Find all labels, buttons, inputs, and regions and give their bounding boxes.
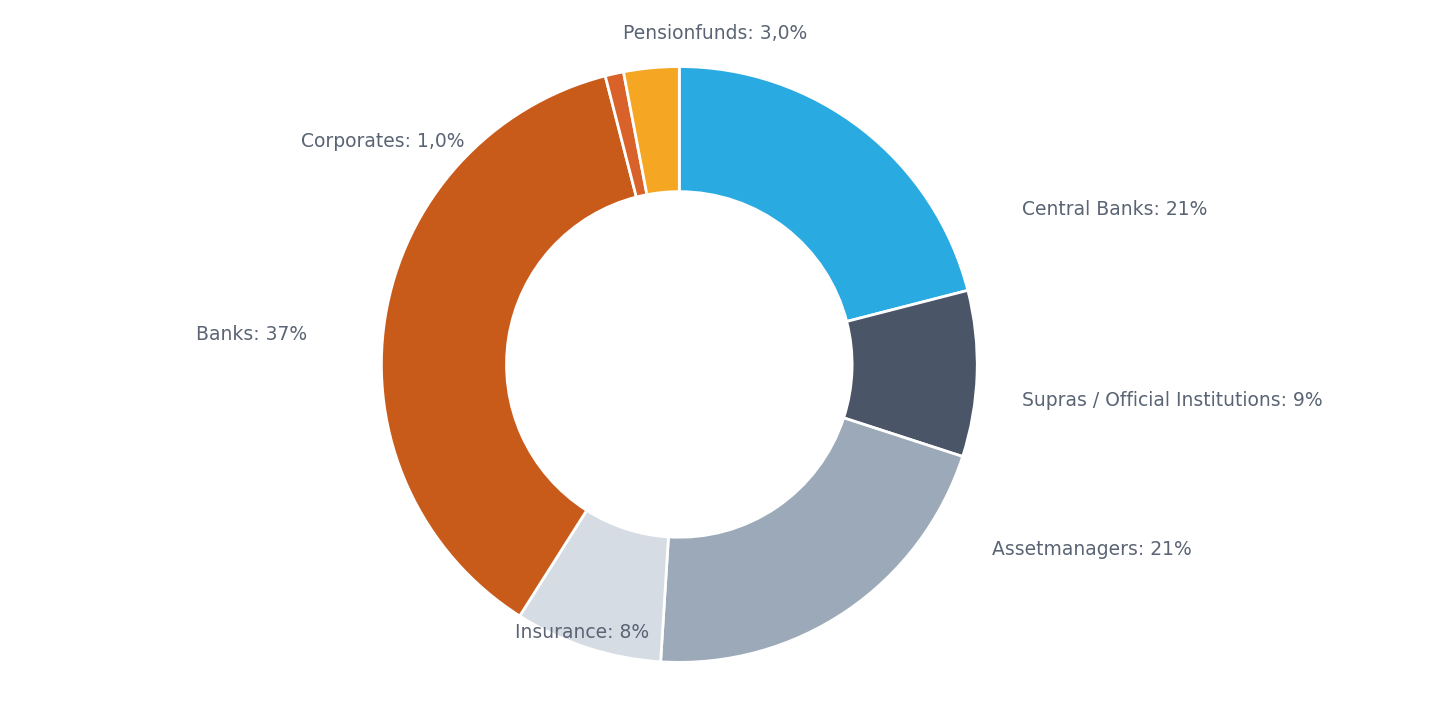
Wedge shape	[381, 76, 636, 616]
Wedge shape	[520, 511, 669, 662]
Wedge shape	[660, 418, 963, 663]
Text: Insurance: 8%: Insurance: 8%	[515, 623, 650, 642]
Text: Supras / Official Institutions: 9%: Supras / Official Institutions: 9%	[1022, 391, 1322, 410]
Text: Assetmanagers: 21%: Assetmanagers: 21%	[992, 540, 1192, 558]
Wedge shape	[605, 72, 647, 197]
Wedge shape	[679, 66, 967, 321]
Text: Corporates: 1,0%: Corporates: 1,0%	[301, 131, 465, 151]
Wedge shape	[844, 291, 977, 456]
Text: Banks: 37%: Banks: 37%	[195, 325, 307, 344]
Wedge shape	[624, 66, 679, 195]
Text: Pensionfunds: 3,0%: Pensionfunds: 3,0%	[623, 24, 807, 43]
Text: Central Banks: 21%: Central Banks: 21%	[1022, 200, 1208, 219]
